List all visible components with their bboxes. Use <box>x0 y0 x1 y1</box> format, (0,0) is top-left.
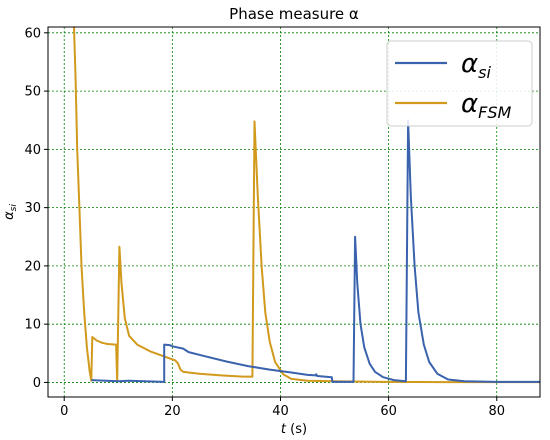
x-tick-label: 40 <box>272 404 289 419</box>
y-tick-label: 60 <box>24 26 41 41</box>
x-tick-label: 20 <box>164 404 181 419</box>
y-tick-label: 0 <box>33 376 41 391</box>
series-lines <box>73 27 540 384</box>
series-line-fsm <box>73 27 540 384</box>
legend-label: αFSM <box>461 89 512 122</box>
plot-frame <box>47 26 541 398</box>
y-axis-title: αsi <box>2 204 19 220</box>
y-tick-label: 30 <box>24 201 41 216</box>
y-tick-label: 40 <box>24 143 41 158</box>
y-tick-label: 20 <box>24 259 41 274</box>
x-tick-label: 60 <box>380 404 397 419</box>
chart-title: Phase measure α <box>229 5 359 23</box>
x-tick-label: 80 <box>488 404 505 419</box>
y-tick-label: 10 <box>24 318 41 333</box>
x-tick-label: 0 <box>60 404 68 419</box>
grid-lines <box>48 27 540 397</box>
legend: αsi αFSM <box>386 40 533 127</box>
series-line-si <box>91 119 540 383</box>
x-axis-title: t (s) <box>281 422 307 437</box>
axis-ticks: 0 20 40 60 80 0 10 20 30 40 50 60 <box>24 26 505 419</box>
legend-label: αsi <box>461 49 491 82</box>
y-tick-label: 50 <box>24 85 41 100</box>
